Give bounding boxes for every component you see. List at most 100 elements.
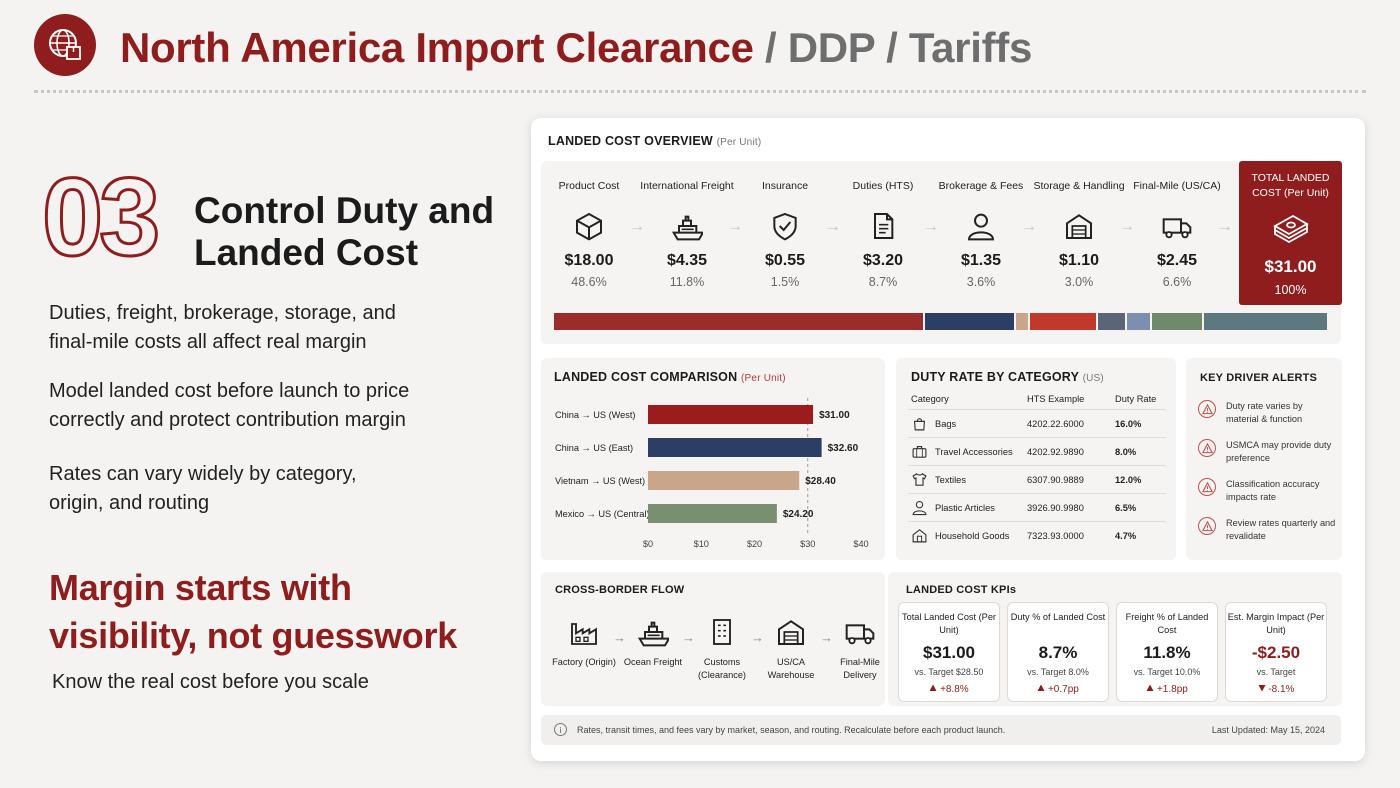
kpi-target: vs. Target 8.0% (1027, 667, 1089, 677)
up-arrow-icon (1037, 684, 1045, 691)
flow-step: Ocean Freight (618, 614, 688, 669)
alerts-title: KEY DRIVER ALERTS (1200, 372, 1318, 384)
cost-bar-segment (1016, 313, 1028, 330)
cost-item-value: $0.55 (764, 252, 806, 269)
cost-item-label: Final-Mile (US/CA) (1133, 179, 1221, 192)
duty-panel: DUTY RATE BY CATEGORY (US) Category HTS … (896, 358, 1176, 560)
duty-hts: 4202.92.9890 (1027, 447, 1084, 457)
truck-icon (1162, 218, 1192, 239)
up-arrow-icon (1146, 684, 1154, 691)
comparison-category-label: China → US (West) (555, 410, 636, 420)
kpi-value: 8.7% (1038, 643, 1078, 662)
alert-text: Duty rate varies by material & function (1226, 401, 1303, 424)
duty-rate: 8.0% (1115, 447, 1137, 457)
cost-item-label: International Freight (640, 179, 734, 192)
last-updated: Last Updated: May 15, 2024 (1211, 725, 1325, 735)
person-icon (912, 500, 927, 516)
duty-col-category: Category (911, 394, 949, 404)
alerts-panel: KEY DRIVER ALERTS Duty rate varies by ma… (1186, 358, 1342, 560)
flow-arrow-icon: → (751, 630, 764, 645)
kpi-panel: LANDED COST KPIs Total Landed Cost (Per … (888, 572, 1342, 706)
alert-text: Classification accuracy impacts rate (1226, 479, 1320, 502)
cost-item-value: $1.35 (960, 252, 1002, 269)
shirt-icon (912, 473, 927, 486)
section-number: 03 (40, 156, 161, 279)
duty-table-row: Household Goods 7323.93.0000 4.7% (908, 521, 1166, 549)
cost-item-pct: 48.6% (571, 275, 607, 289)
up-arrow-icon (929, 684, 937, 691)
dashboard-card: LANDED COST OVERVIEW (Per Unit) Product … (531, 118, 1365, 761)
duty-category: Textiles (935, 475, 966, 485)
flow-panel: CROSS-BORDER FLOW Factory (Origin) → Ocean… (541, 572, 885, 706)
warning-icon (1198, 400, 1216, 418)
flow-arrow-icon: → (825, 218, 841, 235)
kpi-target: vs. Target $28.50 (914, 667, 984, 677)
duty-col-hts: HTS Example (1027, 394, 1085, 404)
alert-text: USMCA may provide duty preference (1226, 440, 1332, 463)
warning-icon (1198, 478, 1216, 496)
divider (34, 90, 1366, 93)
comparison-bar (648, 504, 777, 523)
duty-hts: 6307.90.9889 (1027, 475, 1084, 485)
duty-title: DUTY RATE BY CATEGORY (US) (911, 370, 1104, 384)
body-paragraph-2: Model landed cost before launch to price… (49, 380, 410, 431)
kpi-value: -$2.50 (1251, 643, 1301, 662)
duty-table-row: Plastic Articles 3926.90.9980 6.5% (908, 493, 1166, 521)
cost-bar-segment (1151, 313, 1203, 330)
total-pct: 100% (1274, 283, 1307, 297)
duty-col-rate: Duty Rate (1115, 394, 1157, 404)
flow-arrow-icon: → (820, 630, 833, 645)
cost-bar-segment (1204, 313, 1327, 330)
cost-item: Final-Mile (US/CA) $2.45 6.6% (1129, 158, 1225, 298)
flow-step-label: Customs (Clearance) (698, 657, 746, 680)
person-icon (967, 213, 995, 241)
body-paragraph-3: Rates can vary widely by category, origi… (49, 463, 357, 514)
tagline: Margin starts with visibility, not guess… (49, 567, 457, 656)
cost-item: Insurance $0.55 1.5% (737, 158, 833, 298)
kpi-target: vs. Target (1256, 667, 1296, 677)
bag-icon (913, 418, 926, 431)
flow-step: US/CA Warehouse (756, 614, 826, 682)
comparison-category-label: Vietnam → US (West) (555, 476, 645, 486)
cost-item-value: $1.10 (1058, 252, 1100, 269)
total-value: $31.00 (1264, 257, 1317, 276)
comparison-value-label: $31.00 (819, 410, 850, 421)
cost-item-pct: 8.7% (868, 275, 898, 289)
comparison-tick-label: $20 (747, 539, 762, 549)
duty-hts: 4202.22.6000 (1027, 419, 1084, 429)
cost-item-label: Insurance (761, 179, 809, 192)
cost-item-label: Duties (HTS) (852, 179, 914, 192)
cost-item-label: Storage & Handling (1033, 179, 1125, 192)
flow-arrow-icon: → (1119, 218, 1135, 235)
kpi-value: 11.8% (1143, 643, 1191, 662)
duty-table-row: Travel Accessories 4202.92.9890 8.0% (908, 437, 1166, 465)
cost-item-value: $3.20 (862, 252, 904, 269)
flow-step-label: Ocean Freight (623, 657, 683, 667)
box-icon (576, 212, 602, 241)
cost-item: Storage & Handling $1.10 3.0% (1031, 158, 1127, 298)
kpi-delta: -8.1% (1268, 684, 1295, 695)
total-landed-cost: TOTAL LANDED COST (Per Unit) $31.00 100% (1239, 161, 1342, 305)
duty-rate: 4.7% (1115, 531, 1137, 541)
kpi-label: Freight % of Landed Cost (1125, 612, 1209, 635)
section-title: Control Duty and Landed Cost (194, 190, 495, 273)
info-icon: i (554, 723, 567, 736)
cost-bar-segment (1097, 313, 1126, 330)
flow-arrow-icon: → (1217, 218, 1233, 235)
kpi-value: $31.00 (923, 643, 975, 662)
logo (34, 14, 96, 76)
building-icon (713, 619, 731, 645)
duty-table-row: Textiles 6307.90.9889 12.0% (908, 465, 1166, 493)
kpi-card: Total Landed Cost (Per Unit) $31.00 vs. Ta… (898, 602, 1000, 702)
flow-step-label: Factory (Origin) (552, 657, 616, 667)
comparison-tick-label: $30 (800, 539, 815, 549)
warning-icon (1198, 517, 1216, 535)
comparison-title: LANDED COST COMPARISON (Per Unit) (554, 370, 786, 384)
duty-category: Household Goods (935, 531, 1010, 541)
footer-note: Rates, transit times, and fees vary by m… (577, 725, 1006, 735)
cost-bar-segment (1029, 313, 1096, 330)
alert-text: Review rates quarterly and revalidate (1226, 518, 1336, 541)
cost-item-value: $4.35 (666, 252, 708, 269)
flow-title: CROSS-BORDER FLOW (555, 584, 685, 596)
money-stack-icon (1272, 214, 1309, 244)
